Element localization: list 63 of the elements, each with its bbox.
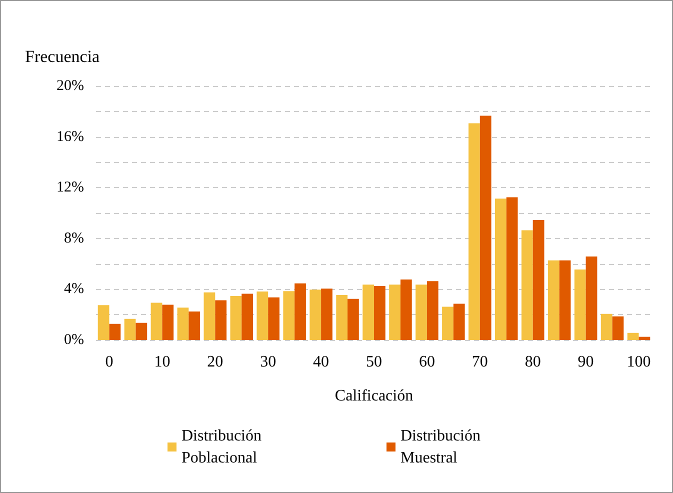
x-tick-label: 10 — [154, 354, 170, 370]
bar — [362, 284, 374, 340]
bar — [242, 294, 254, 340]
bar — [268, 297, 280, 340]
bar — [389, 284, 400, 340]
bar — [136, 322, 148, 340]
bar — [532, 220, 544, 340]
bar — [559, 260, 571, 340]
bar — [348, 298, 359, 340]
x-tick-label: 0 — [105, 354, 114, 370]
bar — [638, 336, 650, 340]
y-tick-label: 0% — [64, 332, 84, 348]
y-tick-label: 8% — [64, 230, 84, 246]
bar — [453, 304, 465, 340]
bar — [548, 260, 560, 340]
bar — [480, 116, 492, 340]
x-tick-label: 70 — [472, 354, 488, 370]
bar — [574, 270, 586, 340]
bar — [98, 305, 110, 340]
y-tick-label: 20% — [56, 78, 84, 94]
bar — [162, 304, 174, 340]
bar — [215, 300, 227, 340]
bar — [188, 312, 200, 340]
bar — [442, 306, 454, 340]
bar — [600, 314, 612, 340]
bar — [230, 296, 242, 340]
y-tick-label: 12% — [56, 180, 84, 196]
bar — [400, 280, 412, 340]
bar — [612, 316, 624, 340]
bar — [374, 286, 386, 340]
bar — [294, 283, 306, 340]
x-tick-label: 20 — [207, 354, 224, 370]
x-tick-label: 100 — [626, 354, 651, 370]
legend-label: Distribución Muestral — [400, 428, 484, 466]
bar — [256, 291, 268, 340]
bar — [426, 281, 438, 340]
x-tick-label: 50 — [366, 354, 382, 370]
bar — [336, 295, 348, 340]
y-tick-label: 16% — [56, 128, 84, 145]
legend-label: Distribución Poblacional — [182, 428, 266, 466]
x-tick-label: 40 — [313, 354, 330, 370]
bar — [124, 318, 136, 340]
bar — [506, 197, 518, 340]
bar — [150, 302, 162, 340]
x-tick-label: 60 — [418, 354, 435, 370]
y-axis-title: Frecuencia — [25, 47, 100, 66]
bar — [310, 290, 322, 340]
x-tick-label: 90 — [578, 354, 594, 370]
bar — [468, 123, 480, 340]
bar — [521, 230, 533, 340]
bar — [494, 198, 506, 340]
bar — [177, 308, 189, 340]
bar — [204, 292, 216, 340]
x-axis-title: Calificación — [334, 388, 414, 404]
x-tick-label: 30 — [260, 354, 276, 370]
y-tick-label: 4% — [64, 281, 84, 298]
x-tick-label: 80 — [524, 354, 541, 370]
bar — [321, 288, 332, 340]
bar — [283, 291, 295, 340]
bar — [627, 332, 639, 340]
bar — [586, 256, 598, 340]
bar — [416, 284, 427, 340]
bar — [109, 324, 121, 340]
